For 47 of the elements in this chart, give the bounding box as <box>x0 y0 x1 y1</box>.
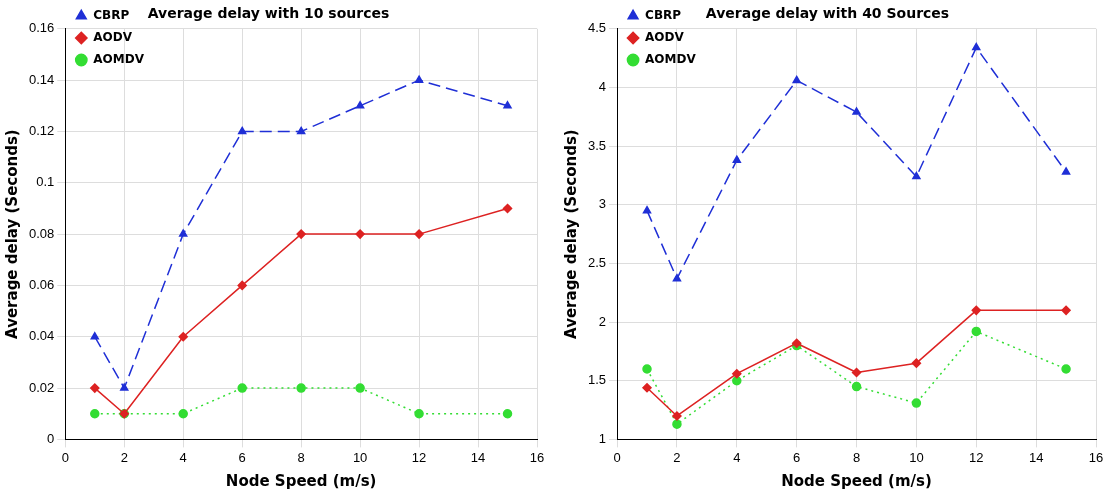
legend-label: CBRP <box>645 8 682 23</box>
legend-label: AOMDV <box>93 52 145 67</box>
y-tick-label: 0.1 <box>36 174 55 190</box>
x-tick-label: 16 <box>1088 449 1104 465</box>
y-tick-label: 0.08 <box>28 225 55 241</box>
x-tick-label: 8 <box>852 449 861 465</box>
x-axis-title: Node Speed (m/s) <box>225 471 377 490</box>
legend-label: AODV <box>93 30 133 45</box>
y-tick-label: 0.16 <box>28 20 55 36</box>
x-tick-label: 0 <box>61 449 69 465</box>
x-tick-label: 14 <box>470 449 486 465</box>
x-tick-label: 2 <box>673 449 681 465</box>
legend-label: CBRP <box>93 8 130 23</box>
x-axis-title: Node Speed (m/s) <box>781 471 932 490</box>
x-tick-label: 0 <box>613 449 621 465</box>
y-axis-title: Average delay (Seconds) <box>561 129 580 339</box>
y-axis-title: Average delay (Seconds) <box>2 129 21 339</box>
y-tick-label: 4 <box>598 79 607 95</box>
y-tick-label: 3 <box>598 196 607 212</box>
x-tick-label: 12 <box>411 449 427 465</box>
x-tick-label: 12 <box>969 449 984 465</box>
y-tick-label: 1 <box>598 430 607 446</box>
x-tick-label: 16 <box>529 449 545 465</box>
x-tick-label: 10 <box>352 449 368 465</box>
x-tick-label: 6 <box>793 449 801 465</box>
x-tick-label: 14 <box>1028 449 1044 465</box>
legend-label: AOMDV <box>645 52 697 67</box>
y-tick-label: 0.04 <box>28 328 55 344</box>
x-tick-label: 2 <box>120 449 128 465</box>
x-tick-label: 10 <box>909 449 924 465</box>
y-tick-label: 3.5 <box>587 137 607 153</box>
y-tick-label: 2.5 <box>587 255 607 271</box>
y-tick-label: 0.12 <box>28 123 55 139</box>
y-tick-label: 1.5 <box>587 372 607 388</box>
y-tick-label: 0.14 <box>28 71 55 87</box>
x-tick-label: 6 <box>238 449 246 465</box>
x-tick-label: 4 <box>733 449 741 465</box>
chart-title: Average delay with 40 Sources <box>705 5 950 22</box>
y-tick-label: 0.06 <box>28 277 55 292</box>
y-tick-label: 4.5 <box>587 20 607 36</box>
legend-label: AODV <box>645 30 685 45</box>
x-tick-label: 4 <box>179 449 187 465</box>
chart-title: Average delay with 10 sources <box>147 5 390 22</box>
y-tick-label: 0.02 <box>28 379 55 395</box>
x-tick-label: 8 <box>297 449 305 465</box>
y-tick-label: 2 <box>598 313 607 329</box>
y-tick-label: 0 <box>47 430 55 446</box>
